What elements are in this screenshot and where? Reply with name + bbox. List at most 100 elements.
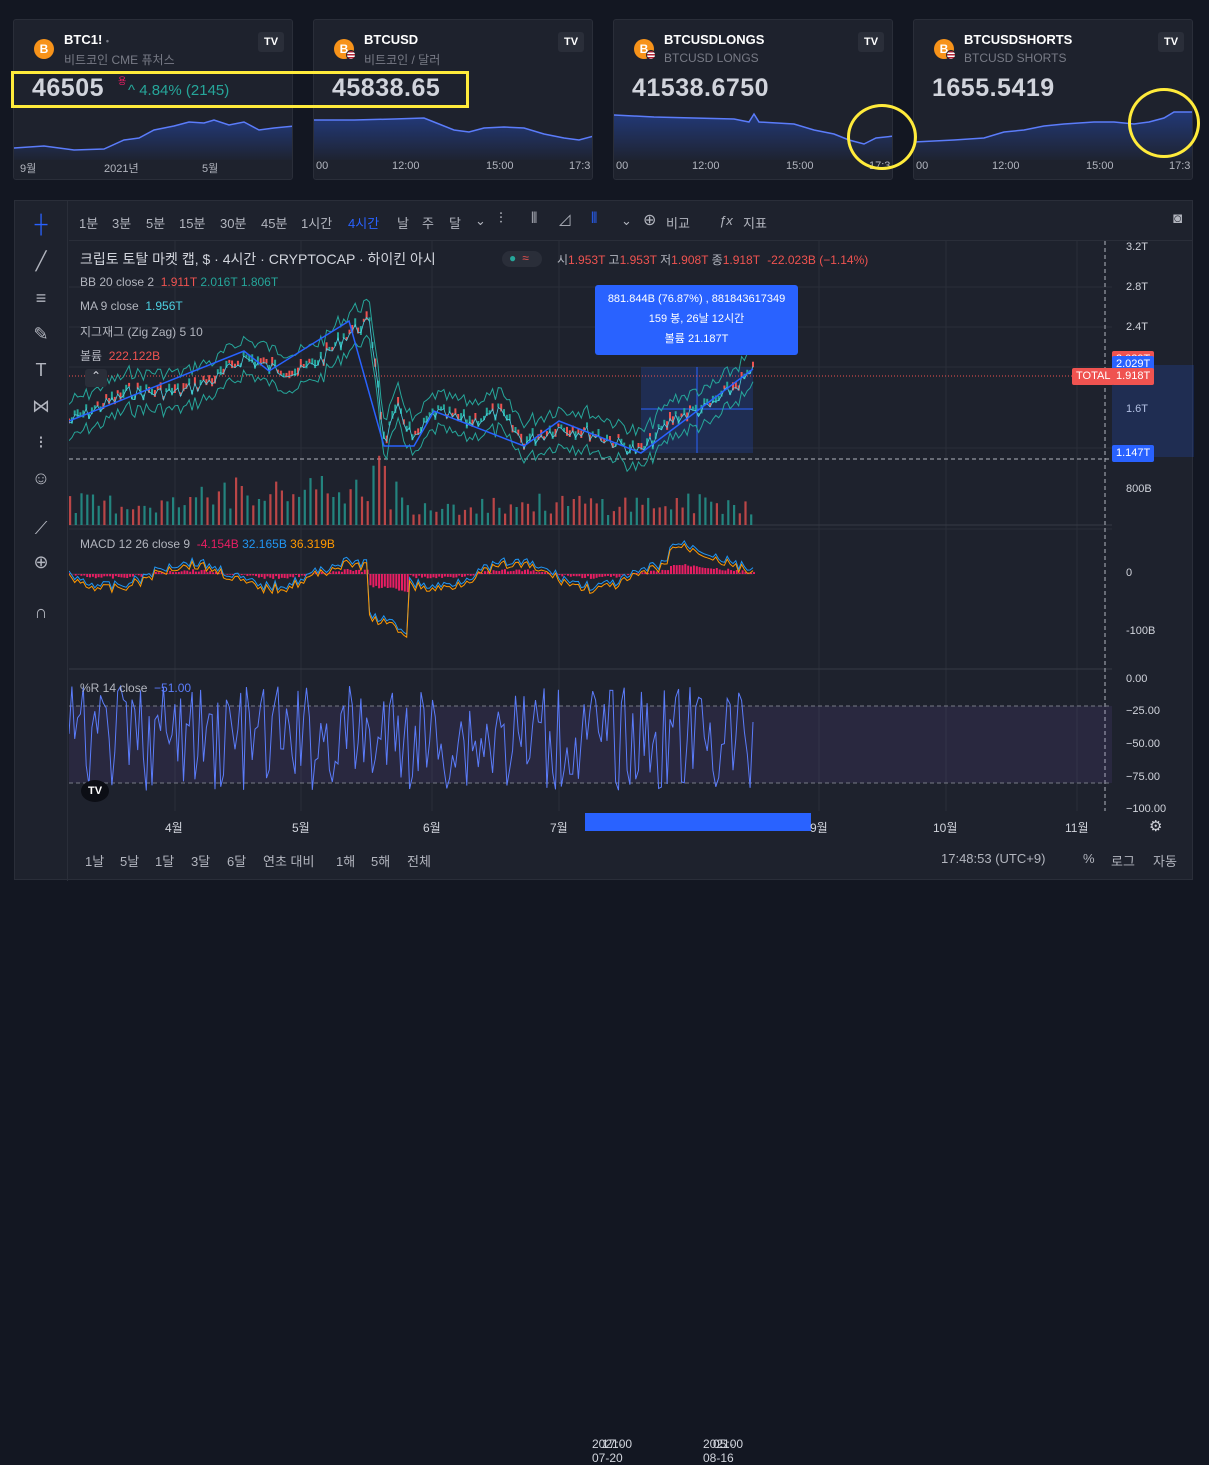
symbol-legend[interactable]: 크립토 토탈 마켓 캡, $ · 4시간 · CRYPTOCAP · 하이킨 아… xyxy=(80,249,436,269)
prediction-icon[interactable]: ⁝ xyxy=(28,429,54,455)
log-toggle[interactable]: 로그 xyxy=(1111,851,1135,870)
macd-histogram-bar xyxy=(713,569,715,574)
range-1m[interactable]: 1달 xyxy=(155,851,174,870)
range-6m[interactable]: 6달 xyxy=(227,851,246,870)
function-icon[interactable]: ƒx xyxy=(719,213,733,228)
interval-15m[interactable]: 15분 xyxy=(179,213,205,232)
bar-chart-icon[interactable]: ⫶ xyxy=(499,210,503,227)
interval-45m[interactable]: 45분 xyxy=(261,213,287,232)
interval-week[interactable]: 주 xyxy=(422,213,434,232)
highlight-circle-annotation xyxy=(1128,88,1200,158)
volume-legend[interactable]: 볼륨 222.122B xyxy=(80,347,160,364)
area-chart-icon[interactable]: ◿ xyxy=(559,210,571,228)
collapse-legend-icon[interactable]: ⌃ xyxy=(85,369,107,387)
macd-histogram-bar xyxy=(536,572,538,574)
market-status-toggle[interactable]: ●≈ xyxy=(502,251,542,267)
text-tool-icon[interactable]: T xyxy=(28,357,54,383)
macd-histogram-bar xyxy=(172,572,174,574)
range-1y[interactable]: 1해 xyxy=(336,851,355,870)
price-axis[interactable]: 3.2T 2.8T 2.4T 1.6T 800B 0 -100B 0.00 −2… xyxy=(1112,241,1194,831)
volume-bar xyxy=(619,507,621,525)
tradingview-logo-icon[interactable]: TV xyxy=(858,32,884,52)
macd-histogram-bar xyxy=(387,574,389,588)
macd-histogram-bar xyxy=(538,572,540,574)
interval-1h[interactable]: 1시간 xyxy=(301,213,332,232)
bb-legend[interactable]: BB 20 close 2 1.911T 2.016T 1.806T xyxy=(80,275,278,289)
camera-icon[interactable]: ◙ xyxy=(1173,210,1182,227)
volume-bar xyxy=(464,510,466,525)
macd-histogram-bar xyxy=(255,574,257,576)
magnet-icon[interactable]: ∩ xyxy=(28,599,54,625)
interval-day[interactable]: 날 xyxy=(397,213,409,232)
macd-histogram-bar xyxy=(495,571,497,574)
chevron-down-icon[interactable]: ⌄ xyxy=(621,213,632,229)
crosshair-icon[interactable]: ┼ xyxy=(28,211,54,237)
clock[interactable]: 17:48:53 (UTC+9) xyxy=(941,851,1045,866)
brush-icon[interactable]: ✎ xyxy=(28,321,54,347)
macd-histogram-bar xyxy=(229,574,231,575)
range-all[interactable]: 전체 xyxy=(407,851,431,870)
volume-bar xyxy=(458,515,460,525)
macd-histogram-bar xyxy=(676,565,678,574)
ruler-icon[interactable]: ⟋ xyxy=(28,515,54,541)
range-1d[interactable]: 1날 xyxy=(85,851,104,870)
volume-bar xyxy=(372,466,374,525)
interval-30m[interactable]: 30분 xyxy=(220,213,246,232)
interval-1m[interactable]: 1분 xyxy=(79,213,98,232)
range-5d[interactable]: 5날 xyxy=(120,851,139,870)
candle xyxy=(286,373,288,377)
drawing-toolbar: ┼ ╱ ≡ ✎ T ⋈ ⁝ ☺ ⟋ ⊕ ∩ xyxy=(15,201,68,881)
macd-histogram-bar xyxy=(184,570,186,574)
macd-histogram-bar xyxy=(272,574,274,579)
macd-histogram-bar xyxy=(504,569,506,574)
interval-5m[interactable]: 5분 xyxy=(146,213,165,232)
macd-histogram-bar xyxy=(252,574,254,575)
range-3m[interactable]: 3달 xyxy=(191,851,210,870)
volume-bar xyxy=(556,502,558,525)
indicators-button[interactable]: 지표 xyxy=(743,213,767,232)
volume-bar xyxy=(384,466,386,525)
tradingview-logo-icon[interactable]: TV xyxy=(1158,32,1184,52)
zigzag-legend[interactable]: 지그재그 (Zig Zag) 5 10 xyxy=(80,323,203,340)
macd-histogram-bar xyxy=(123,574,125,578)
emoji-icon[interactable]: ☺ xyxy=(28,465,54,491)
ma-legend[interactable]: MA 9 close 1.956T xyxy=(80,299,183,313)
candle xyxy=(128,383,130,387)
interval-4h[interactable]: 4시간 xyxy=(348,213,379,232)
fib-retracement-icon[interactable]: ≡ xyxy=(28,285,54,311)
tradingview-logo-icon[interactable]: TV xyxy=(258,32,284,52)
heikin-ashi-icon[interactable]: ⫴ xyxy=(591,210,597,227)
ticker-tile-btcusdlongs[interactable]: B BTCUSDLONGS BTCUSD LONGS TV 41538.6750… xyxy=(613,19,893,180)
trend-line-icon[interactable]: ╱ xyxy=(28,248,54,274)
range-ytd[interactable]: 연초 대비 xyxy=(263,851,314,870)
volume-bar xyxy=(401,498,403,526)
bottom-bar: 1날 5날 1달 3달 6달 연초 대비 1해 5해 전체 17:48:53 (… xyxy=(69,831,1192,881)
percent-toggle[interactable]: % xyxy=(1083,851,1095,866)
price-tag-last: 1.918T xyxy=(1112,368,1154,385)
macd-histogram-bar xyxy=(275,574,277,576)
tradingview-logo-icon[interactable]: TV xyxy=(81,780,109,802)
candlestick-icon[interactable]: ⫴ xyxy=(531,210,537,227)
compare-button[interactable]: 비교 xyxy=(666,213,690,232)
tradingview-logo-icon[interactable]: TV xyxy=(558,32,584,52)
pattern-icon[interactable]: ⋈ xyxy=(28,393,54,419)
chevron-down-icon[interactable]: ⌄ xyxy=(475,213,486,229)
volume-bar xyxy=(287,501,289,525)
interval-month[interactable]: 달 xyxy=(449,213,461,232)
tile-sparkline xyxy=(14,110,293,160)
chart-canvas[interactable] xyxy=(69,241,1112,831)
add-compare-icon[interactable]: ⊕ xyxy=(643,210,656,230)
candle xyxy=(117,390,119,393)
zoom-in-icon[interactable]: ⊕ xyxy=(28,549,54,575)
macd-histogram-bar xyxy=(702,568,704,574)
range-5y[interactable]: 5해 xyxy=(371,851,390,870)
williams-r-legend[interactable]: %R 14 close −51.00 xyxy=(80,681,191,695)
auto-toggle[interactable]: 자동 xyxy=(1153,851,1177,870)
volume-bar xyxy=(138,506,140,525)
macd-histogram-bar xyxy=(155,572,157,574)
volume-bar xyxy=(475,514,477,525)
interval-3m[interactable]: 3분 xyxy=(112,213,131,232)
macd-histogram-bar xyxy=(724,571,726,575)
macd-legend[interactable]: MACD 12 26 close 9 -4.154B 32.165B 36.31… xyxy=(80,537,335,551)
macd-histogram-bar xyxy=(610,574,612,577)
